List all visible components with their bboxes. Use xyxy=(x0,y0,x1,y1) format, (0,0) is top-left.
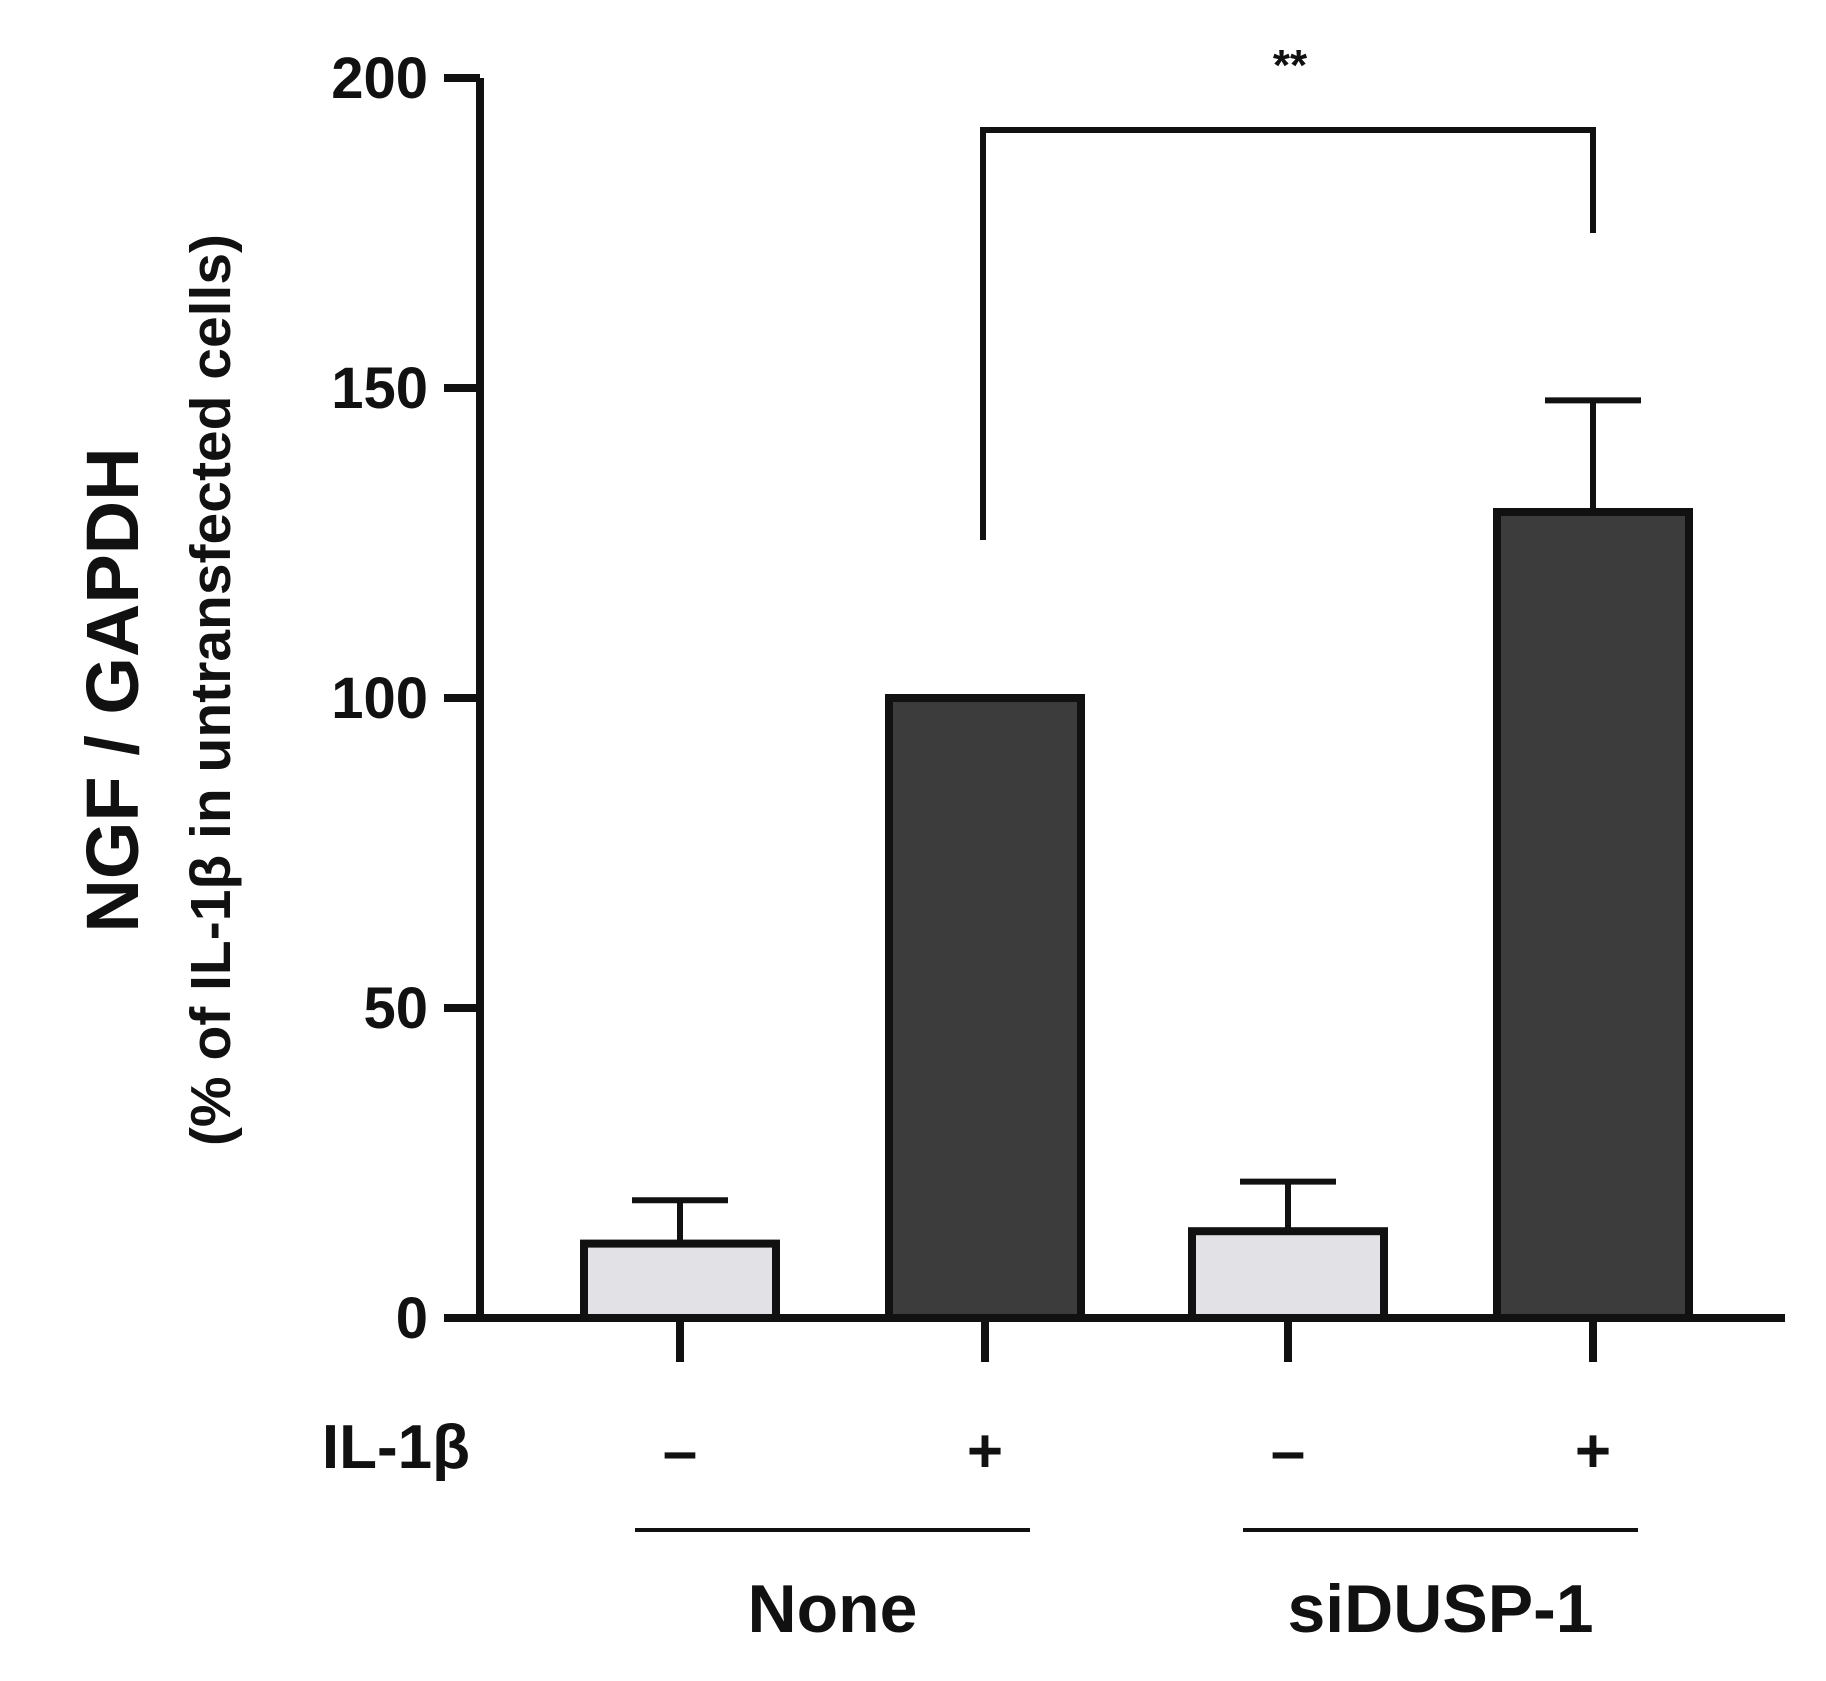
y-tick-label: 100 xyxy=(331,666,428,731)
treatment-sign-label: + xyxy=(1575,1417,1611,1486)
treatment-sign-label: + xyxy=(967,1417,1003,1486)
bar xyxy=(1188,1227,1388,1322)
treatment-row-label: IL-1β xyxy=(322,1413,470,1482)
treatment-sign-label: – xyxy=(1271,1417,1305,1486)
group-label: None xyxy=(748,1571,918,1647)
bar xyxy=(580,1239,780,1322)
bar xyxy=(1493,508,1693,1322)
y-tick-label: 50 xyxy=(363,976,428,1041)
y-ticks: 0 50 100 150 200 xyxy=(331,46,480,1351)
bar xyxy=(885,694,1085,1322)
y-tick-label: 200 xyxy=(331,46,428,111)
significance-annotations: ** xyxy=(980,41,1596,540)
y-axis-title-line2: (% of IL-1β in untransfected cells) xyxy=(179,234,243,1146)
y-axis-title-line1: NGF / GAPDH xyxy=(71,447,154,932)
bars xyxy=(580,397,1693,1322)
y-tick-label: 0 xyxy=(396,1286,428,1351)
y-tick-label: 150 xyxy=(331,356,428,421)
x-ticks xyxy=(676,1318,1597,1362)
group-labels: None siDUSP-1 xyxy=(635,1528,1638,1647)
treatment-sign-label: – xyxy=(663,1417,697,1486)
y-axis-title: NGF / GAPDH (% of IL-1β in untransfected… xyxy=(71,234,243,1146)
group-label: siDUSP-1 xyxy=(1287,1571,1593,1647)
significance-bracket xyxy=(980,127,1596,540)
significance-label: ** xyxy=(1273,41,1308,90)
treatment-condition-labels: – + – + xyxy=(663,1417,1611,1486)
